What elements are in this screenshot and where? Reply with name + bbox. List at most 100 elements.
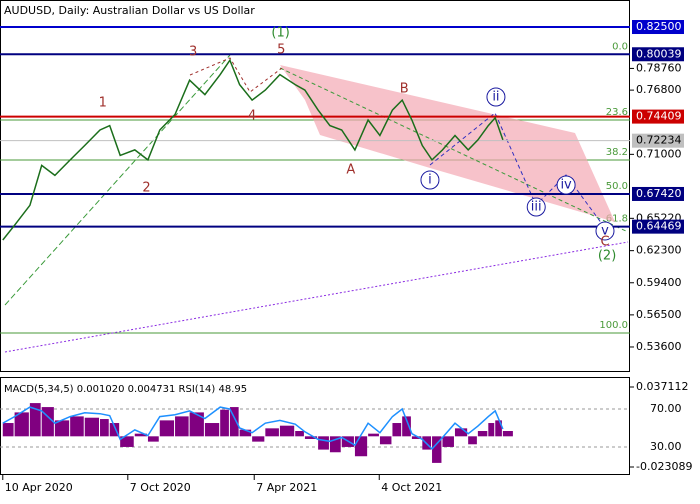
trend-line (279, 67, 629, 233)
macd-bar (239, 429, 252, 437)
x-tick-label: 7 Oct 2020 (130, 481, 191, 494)
wave-label: (2) (598, 248, 616, 263)
macd-bar (402, 416, 411, 437)
wave-path (189, 57, 283, 93)
macd-bar (502, 430, 513, 437)
macd-bar (495, 420, 502, 437)
level-label: 0.80039 (636, 47, 682, 60)
wave-label: iv (560, 178, 572, 193)
level-label: 0.72234 (636, 134, 682, 147)
trend-line (4, 241, 629, 353)
macd-bar (220, 409, 229, 437)
wave-circle (595, 221, 615, 241)
macd-bar (204, 423, 220, 437)
level-label: 0.82500 (636, 20, 682, 33)
y-tick-label: 0.78760 (636, 61, 682, 74)
price-line (2, 58, 504, 241)
y-tick-label: 0.56500 (636, 308, 682, 321)
level-badge (632, 109, 684, 124)
fib-label: 0.0 (612, 41, 628, 52)
level-badge (632, 47, 684, 62)
y-tick-label: 0.62300 (636, 244, 682, 257)
level-label: 0.64469 (636, 220, 682, 233)
level-label: 0.67420 (636, 187, 682, 200)
chart-title: AUDUSD, Daily: Australian Dollar vs US D… (4, 4, 255, 17)
macd-bar (368, 433, 379, 437)
level-label: 0.74409 (636, 110, 682, 123)
macd-bar (454, 428, 468, 437)
x-tick-label: 10 Apr 2020 (5, 481, 73, 494)
fib-label: 61.8 (606, 214, 628, 225)
level-badge (632, 20, 684, 35)
macd-bar (392, 423, 402, 437)
wave-label: v (601, 223, 609, 238)
wave-circle (486, 87, 506, 107)
macd-bar (229, 407, 239, 437)
level-badge (632, 133, 684, 148)
y-tick-label: 0.53600 (636, 340, 682, 353)
y2-tick-label: 70.00 (650, 402, 682, 415)
fib-label: 100.0 (599, 320, 628, 331)
wave-label: B (400, 82, 409, 97)
wave-circle (526, 197, 546, 217)
y-tick-label: 0.59400 (636, 276, 682, 289)
y-tick-label: -0.023089 (636, 460, 692, 473)
macd-bar (14, 412, 29, 437)
macd-bar (354, 436, 368, 457)
macd-bar (488, 423, 495, 437)
macd-bar (120, 436, 134, 447)
y2-tick-label: 30.00 (650, 440, 682, 453)
macd-bar (442, 436, 454, 447)
trend-line (4, 54, 231, 306)
macd-bar (329, 436, 341, 453)
rsi-line (2, 406, 504, 450)
wave-label: C (600, 235, 609, 250)
macd-bar (159, 420, 175, 437)
macd-bar (70, 416, 84, 437)
macd-bar (279, 425, 295, 437)
macd-bar (304, 436, 318, 439)
macd-bar (189, 412, 204, 437)
macd-bar (41, 407, 54, 437)
wave-label: 5 (277, 43, 285, 58)
macd-bar (175, 416, 189, 437)
x-tick-label: 4 Oct 2021 (381, 481, 442, 494)
macd-bar (252, 436, 265, 442)
macd-bar (29, 403, 41, 437)
macd-bar (54, 420, 70, 437)
wave-circle (420, 170, 440, 190)
y-tick-label: 0.76800 (636, 83, 682, 96)
macd-bar (379, 436, 392, 445)
y-tick-label: 0.71000 (636, 147, 682, 160)
macd-bar (147, 436, 159, 442)
fib-label: 23.6 (606, 107, 628, 118)
macd-bar (84, 417, 100, 437)
wave-label: ii (492, 89, 499, 104)
macd-bar (2, 423, 14, 437)
level-badge (632, 219, 684, 234)
indicator-title: MACD(5,34,5) 0.001020 0.004731 RSI(14) 4… (4, 384, 247, 395)
macd-bar (295, 430, 304, 437)
y-tick-label: 0.037112 (636, 380, 689, 393)
macd-bar (318, 436, 329, 450)
macd-bar (109, 423, 120, 437)
macd-bar (134, 433, 147, 437)
macd-bar (477, 430, 488, 437)
macd-bar (265, 428, 279, 437)
wave-label: 3 (189, 45, 197, 60)
macd-bar (100, 419, 109, 437)
wave-label: iii (531, 200, 542, 215)
wave-label: 1 (99, 95, 107, 110)
x-tick-label: 7 Apr 2021 (256, 481, 317, 494)
macd-bar (411, 436, 422, 439)
wave-label: 2 (142, 180, 150, 195)
wave-label: A (346, 162, 355, 177)
level-badge (632, 186, 684, 201)
wave-circle (556, 175, 576, 195)
macd-bar (432, 436, 442, 463)
wave-label: 4 (248, 109, 256, 124)
fib-label: 38.2 (606, 147, 628, 158)
wave-label: (1) (271, 25, 289, 40)
